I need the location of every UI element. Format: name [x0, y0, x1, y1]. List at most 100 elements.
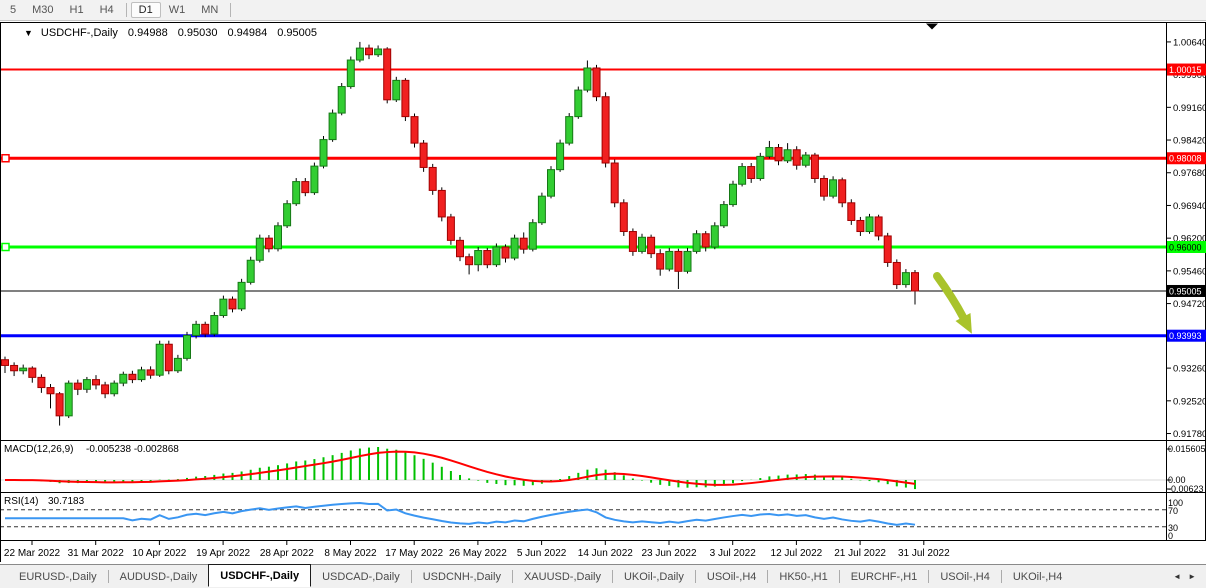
tab-USDCAD-Daily-3[interactable]: USDCAD-,Daily	[322, 570, 400, 583]
toolbar-separator	[125, 3, 127, 17]
candle-body	[301, 181, 310, 194]
candle-body	[183, 334, 191, 359]
timeframe-H1[interactable]: H1	[69, 4, 84, 16]
candle-body	[383, 48, 392, 101]
candle-body	[883, 235, 892, 263]
tab-UKOil-H4-11[interactable]: UKOil-,H4	[1012, 570, 1063, 583]
date-label: 3 Jul 2022	[710, 548, 757, 559]
candle-body	[410, 116, 419, 144]
chart-canvas[interactable]: 1.00640 0.99900 0.99160 0.98420 0.97680 0.969…	[0, 0, 1206, 563]
price-axis-tags: 1.00015 0.98008 0.96000 0.95005 0.93993	[1167, 63, 1206, 342]
candle-body	[911, 272, 919, 292]
candle-body	[210, 315, 219, 335]
candle-body	[692, 233, 701, 252]
timeframe-M30[interactable]: M30	[32, 4, 54, 16]
price-tick-label: 0.91780	[1173, 429, 1206, 440]
candle-body	[701, 233, 710, 248]
candle-body	[610, 162, 619, 204]
candle-body	[519, 237, 528, 250]
date-label: 19 Apr 2022	[196, 548, 250, 559]
trend-arrow-annotation[interactable]	[933, 272, 972, 334]
tab-USOil-H4-7[interactable]: USOil-,H4	[706, 570, 757, 583]
toolbar-separator	[230, 3, 232, 17]
date-label: 17 May 2022	[385, 548, 443, 559]
timeframe-D1[interactable]: D1	[130, 2, 161, 18]
candle-body	[774, 147, 783, 162]
candle-body	[638, 236, 646, 252]
price-tag-label: 0.93993	[1169, 331, 1202, 341]
date-label: 8 May 2022	[324, 548, 377, 559]
candle-body	[337, 86, 346, 114]
rsi-axis-label: 100	[1168, 498, 1183, 508]
date-axis: 22 Mar 2022 31 Mar 2022 10 Apr 2022 19 Apr …	[4, 541, 950, 559]
candle-body	[1, 359, 9, 366]
candle-body	[729, 183, 737, 206]
candle-body	[119, 373, 128, 384]
candle-body	[274, 225, 282, 250]
candle-body	[10, 364, 19, 372]
price-tag-label: 0.98008	[1169, 154, 1202, 164]
date-label: 23 Jun 2022	[641, 548, 696, 559]
candle-body	[73, 382, 82, 390]
price-tick-label: 0.92520	[1173, 396, 1206, 407]
ohlc-close: 0.95005	[277, 27, 317, 39]
timeframe-MN[interactable]: MN	[201, 4, 219, 16]
candle-body	[355, 47, 364, 61]
candle-body	[46, 387, 55, 395]
tab-scroll-right-icon[interactable]: ►	[1188, 572, 1196, 581]
line-handle[interactable]	[1, 153, 10, 163]
price-tag-label: 0.96000	[1169, 243, 1202, 253]
tab-HK50-H1-8[interactable]: HK50-,H1	[779, 570, 828, 583]
rsi-value: 30.7183	[48, 496, 85, 507]
timeframe-W1[interactable]: W1	[168, 4, 186, 16]
timeframe-toolbar: 5 M30 H1 H4 D1 W1 MN	[0, 0, 1206, 21]
candle-body	[137, 369, 146, 381]
candle-body	[456, 239, 464, 258]
macd-axis-label: 0.015605	[1168, 444, 1206, 454]
tab-XAUUSD-Daily-5[interactable]: XAUUSD-,Daily	[523, 570, 601, 583]
tab-USDCHF-Daily-2[interactable]: USDCHF-,Daily	[208, 563, 312, 587]
date-label: 14 Jun 2022	[578, 548, 633, 559]
tab-separator	[694, 570, 696, 583]
ohlc-open: 0.94988	[127, 27, 168, 39]
tab-EURUSD-Daily-0[interactable]: EURUSD-,Daily	[19, 570, 97, 583]
price-tag	[1167, 329, 1206, 342]
timeframe-5[interactable]: 5	[10, 4, 17, 16]
price-tick-label: 0.94720	[1173, 299, 1206, 310]
date-label: 31 Mar 2022	[68, 548, 125, 559]
tab-scroll-left-icon[interactable]: ◄	[1173, 572, 1182, 581]
candle-body	[310, 165, 319, 194]
tab-AUDUSD-Daily-1[interactable]: AUDUSD-,Daily	[119, 570, 198, 583]
tab-EURCHF-H1-9[interactable]: EURCHF-,H1	[850, 570, 918, 583]
tab-separator	[838, 570, 840, 583]
tab-separator	[1000, 570, 1002, 583]
date-label: 10 Apr 2022	[132, 548, 186, 559]
candle-body	[647, 236, 656, 255]
candle-body	[474, 250, 483, 266]
candle-body	[628, 231, 637, 252]
tab-USDCNH-Daily-4[interactable]: USDCNH-,Daily	[422, 570, 501, 583]
candle-body	[674, 250, 683, 272]
candle-body	[164, 343, 173, 372]
candle-body	[865, 216, 874, 233]
candle-body	[346, 59, 355, 88]
candle-body	[765, 147, 774, 157]
price-axis: 1.00640 0.99900 0.99160 0.98420 0.97680 0.969…	[1166, 37, 1206, 440]
candle-body	[437, 189, 446, 218]
candle-body	[592, 67, 601, 98]
chart-shift-marker[interactable]	[926, 23, 938, 30]
candle-body	[219, 298, 228, 317]
timeframe-H4[interactable]: H4	[99, 4, 114, 16]
chart-title: ▼ USDCHF-,Daily 0.94988 0.95030 0.94984 …	[24, 27, 317, 39]
chart-dropdown-icon[interactable]: ▼	[24, 28, 33, 38]
horizontal-level-lines[interactable]	[0, 68, 1166, 338]
tab-separator	[410, 570, 412, 583]
date-label: 28 Apr 2022	[260, 548, 314, 559]
line-handle[interactable]	[1, 242, 10, 252]
tab-separator	[767, 570, 769, 583]
candle-body	[565, 116, 574, 144]
tab-UKOil-Daily-6[interactable]: UKOil-,Daily	[623, 570, 684, 583]
candle-body	[292, 181, 301, 205]
price-tick-label: 0.96940	[1173, 201, 1206, 212]
tab-USOil-H4-10[interactable]: USOil-,H4	[940, 570, 990, 583]
